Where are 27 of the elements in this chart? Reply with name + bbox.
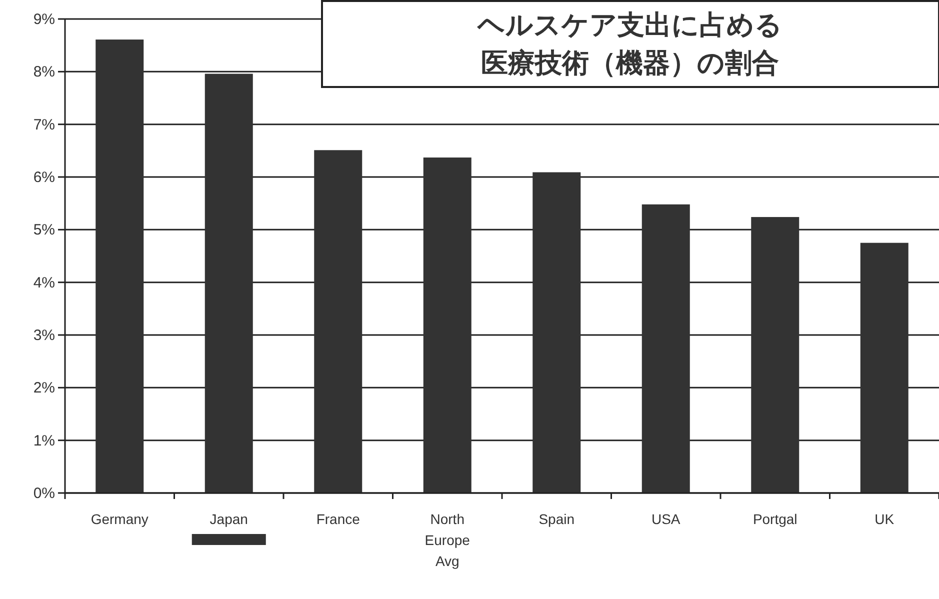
x-tick-label: Portgal — [752, 511, 798, 527]
bar — [314, 150, 362, 493]
bar — [751, 217, 800, 493]
y-tick-label: 6% — [33, 169, 55, 186]
y-tick-label: 5% — [33, 222, 55, 239]
y-tick-label: 7% — [33, 116, 55, 134]
bar — [532, 172, 581, 493]
bar — [642, 204, 690, 493]
x-tick-label: USA — [651, 511, 681, 527]
y-tick-label: 9% — [33, 11, 55, 28]
y-tick-label: 1% — [33, 432, 55, 450]
bar — [423, 158, 472, 493]
bar — [860, 242, 908, 493]
chart-title: ヘルスケア支出に占める医療技術（機器）の割合 — [476, 10, 782, 78]
bar — [204, 74, 253, 493]
y-tick-label: 8% — [33, 64, 55, 81]
x-tick-label: Japan — [210, 511, 248, 527]
y-tick-label: 2% — [33, 380, 55, 397]
y-tick-label: 3% — [33, 327, 55, 344]
bar — [96, 40, 144, 493]
y-tick-label: 4% — [33, 274, 55, 292]
x-tick-label: Germany — [90, 511, 148, 527]
x-tick-label: Spain — [538, 511, 575, 527]
x-tick-label: UK — [874, 511, 895, 527]
y-tick-label: 0% — [33, 485, 55, 502]
x-tick-label: France — [316, 511, 360, 527]
x-tick-label: North Europe Avg — [424, 511, 470, 569]
